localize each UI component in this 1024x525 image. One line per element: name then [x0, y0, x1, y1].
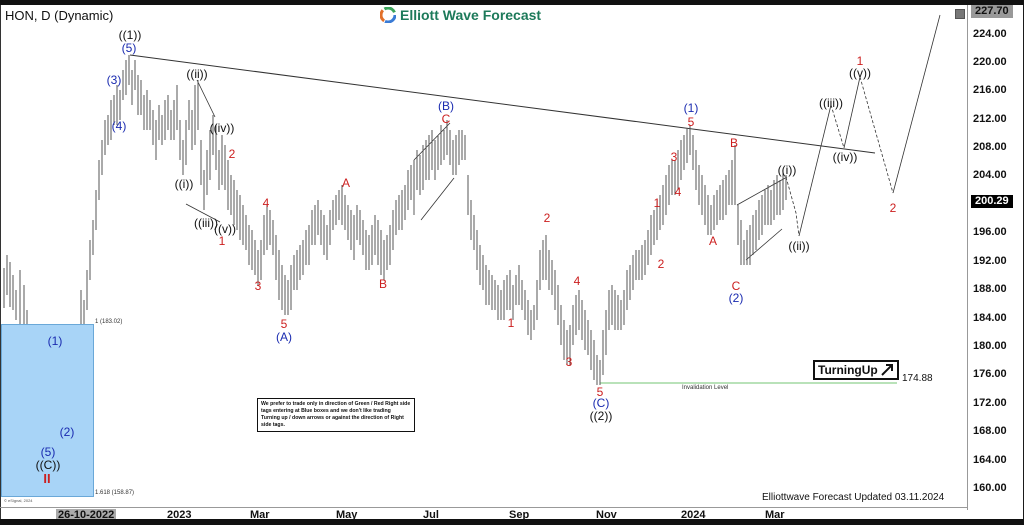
wave-label: ((v))	[214, 222, 236, 236]
blue-box-buy-zone	[1, 324, 94, 497]
wave-label-red-ii: II	[43, 471, 51, 486]
wave-label: (1)	[683, 101, 699, 115]
price-tick: 180.00	[973, 340, 1007, 352]
brand-logo-icon	[380, 7, 396, 23]
wave-label: 4	[573, 274, 581, 288]
turning-up-badge: TurningUp	[813, 360, 899, 380]
wave-label: ((iii))	[819, 96, 843, 110]
time-tick: Nov	[596, 509, 617, 521]
turning-up-label: TurningUp	[818, 363, 878, 377]
wave-label: (B)	[438, 99, 454, 113]
wave-label: 3	[565, 355, 573, 369]
wave-label: C	[441, 112, 451, 126]
wave-label: 5	[596, 385, 604, 399]
brand-logo: Elliott Wave Forecast	[380, 7, 541, 23]
price-tick: 184.00	[973, 312, 1007, 324]
wave-label: ((ii))	[788, 239, 810, 253]
price-tick: 172.00	[973, 397, 1007, 409]
wave-label: A	[708, 234, 718, 248]
wave-label: ((i))	[777, 163, 797, 177]
wave-label: (2)	[59, 425, 75, 439]
price-tick: 224.00	[973, 28, 1007, 40]
price-tick: 168.00	[973, 425, 1007, 437]
wave-label: ((iv))	[832, 150, 858, 164]
price-tick: 176.00	[973, 368, 1007, 380]
wave-label: 3	[254, 279, 262, 293]
symbol-title: HON, D (Dynamic)	[5, 8, 114, 23]
arrow-up-right-icon	[881, 364, 893, 376]
price-tick: 208.00	[973, 141, 1007, 153]
wave-label: 2	[543, 211, 551, 225]
time-tick: Sep	[509, 509, 530, 521]
price-tick: 220.00	[973, 56, 1007, 68]
wave-label: ((2))	[589, 409, 613, 423]
wave-label: 1	[856, 54, 864, 68]
wave-label: (A)	[276, 330, 292, 344]
copyright-label: © eSignal, 2024	[4, 498, 33, 503]
fib-level-1: 1 (183.02)	[95, 319, 123, 325]
trading-note: We prefer to trade only in direction of …	[257, 398, 415, 432]
wave-label: (1)	[47, 334, 63, 348]
wave-label: 4	[674, 185, 682, 199]
price-tag-high: 227.70	[971, 5, 1013, 18]
wave-label: (5)	[40, 445, 56, 459]
window-top-border	[0, 0, 1024, 5]
wave-label: ((iv))	[209, 121, 235, 135]
wave-label: ((i))	[174, 177, 194, 191]
time-tick-highlight: 26-10-2022	[56, 509, 117, 521]
price-tick: 164.00	[973, 454, 1007, 466]
wave-label: 5	[687, 115, 695, 129]
brand-name: Elliott Wave Forecast	[400, 7, 542, 23]
wave-label: ((v))	[849, 66, 871, 80]
invalidation-label: Invalidation Level	[682, 385, 729, 391]
wave-label: ((ii))	[186, 67, 208, 81]
time-tick: 2024	[681, 509, 706, 521]
wave-label: A	[341, 176, 351, 190]
wave-label: ((C))	[35, 458, 61, 472]
price-tick: 192.00	[973, 255, 1007, 267]
window-bottom-border	[0, 519, 1024, 525]
price-tick: 188.00	[973, 283, 1007, 295]
wave-label: ((iii))	[194, 216, 218, 230]
wave-label: (5)	[121, 41, 137, 55]
wave-label: 2	[657, 257, 665, 271]
wave-label: B	[729, 136, 739, 150]
wave-label: 1	[507, 316, 515, 330]
wave-label: 2	[889, 201, 897, 215]
wave-label: ((1))	[118, 28, 142, 42]
wave-label: (4)	[111, 119, 127, 133]
invalidation-value: 174.88	[902, 373, 933, 384]
time-tick: Mar	[250, 509, 270, 521]
price-tick: 212.00	[973, 113, 1007, 125]
wave-label: 4	[262, 196, 270, 210]
price-tick: 216.00	[973, 84, 1007, 96]
time-tick: Jul	[423, 509, 439, 521]
wave-label: (3)	[106, 73, 122, 87]
wave-label: C	[731, 279, 741, 293]
updated-stamp: Elliottwave Forecast Updated 03.11.2024	[762, 492, 945, 503]
time-axis-line	[0, 507, 967, 508]
time-tick: May	[336, 509, 358, 521]
price-tick: 196.00	[973, 226, 1007, 238]
fib-level-1618: 1.618 (158.87)	[95, 490, 135, 496]
wave-label: 1	[653, 196, 661, 210]
wave-label: (2)	[728, 291, 744, 305]
wave-label: 2	[228, 147, 236, 161]
chart-frame	[0, 5, 1023, 519]
maximize-icon[interactable]	[955, 9, 965, 19]
price-tick: 204.00	[973, 169, 1007, 181]
wave-label: 5	[280, 317, 288, 331]
wave-label: (C)	[592, 396, 610, 410]
wave-label: 1	[218, 234, 226, 248]
wave-label: 3	[670, 150, 678, 164]
price-axis-line	[967, 5, 968, 510]
price-tick: 160.00	[973, 482, 1007, 494]
wave-label: B	[378, 277, 388, 291]
price-tag-current: 200.29	[971, 195, 1013, 208]
time-tick: 2023	[167, 509, 192, 521]
time-tick: Mar	[765, 509, 785, 521]
